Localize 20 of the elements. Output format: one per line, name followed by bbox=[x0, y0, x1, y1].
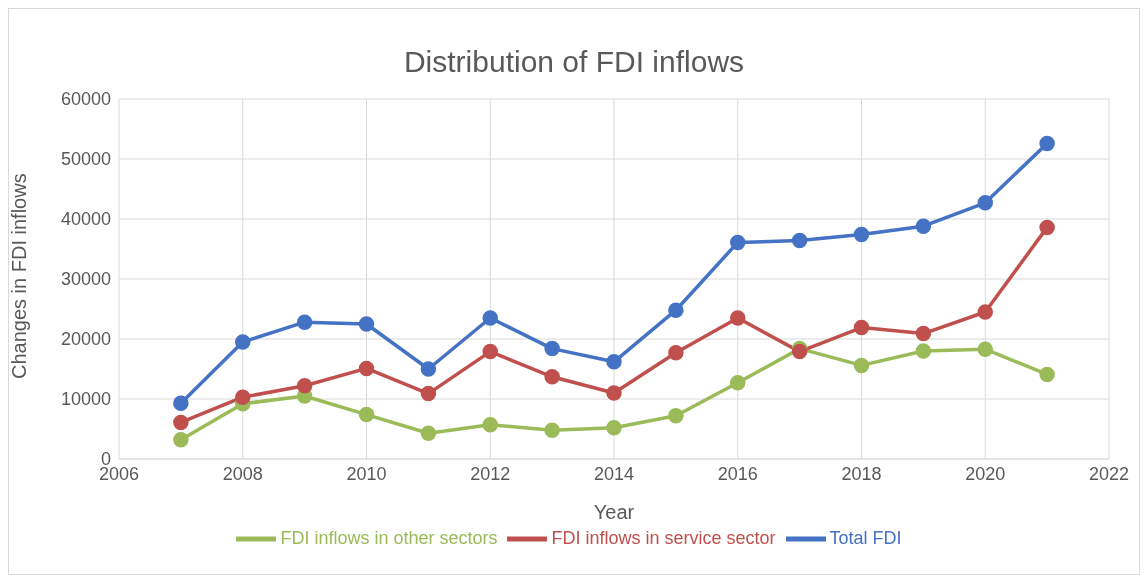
y-tick-label: 10000 bbox=[60, 389, 111, 410]
x-tick-label: 2016 bbox=[717, 463, 758, 484]
x-tick-label: 2020 bbox=[965, 463, 1006, 484]
x-tick-label: 2008 bbox=[222, 463, 263, 484]
x-tick-label: 2014 bbox=[593, 463, 635, 484]
x-tick-label: 2018 bbox=[841, 463, 882, 484]
y-tick-label: 60000 bbox=[60, 89, 111, 110]
x-axis-title: Year bbox=[593, 501, 635, 523]
chart-title: Distribution of FDI inflows bbox=[402, 44, 746, 79]
legend-label: Total FDI bbox=[829, 527, 902, 548]
x-tick-label: 2012 bbox=[470, 463, 511, 484]
x-tick-label: 2022 bbox=[1088, 463, 1130, 484]
y-tick-label: 50000 bbox=[60, 149, 111, 170]
x-tick-label: 2010 bbox=[346, 463, 387, 484]
y-tick-label: 30000 bbox=[60, 269, 111, 290]
y-axis-title: Changes in FDI inflows bbox=[8, 173, 31, 379]
legend-label: FDI inflows in service sector bbox=[551, 527, 776, 548]
legend-label: FDI inflows in other sectors bbox=[280, 527, 498, 548]
y-tick-label: 20000 bbox=[60, 329, 111, 350]
y-tick-label: 40000 bbox=[60, 209, 111, 230]
